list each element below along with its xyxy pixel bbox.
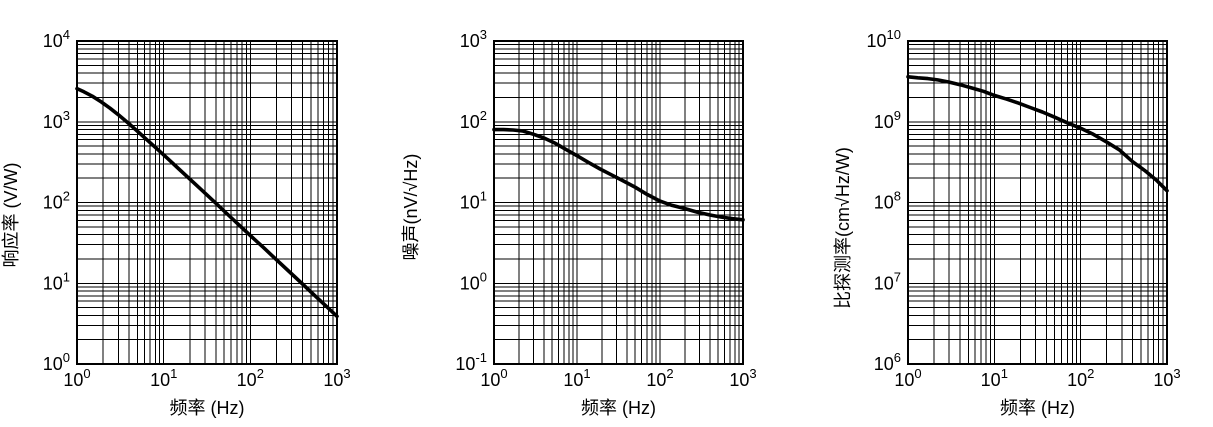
x-tick-label: 101 [563,366,590,390]
y-tick-label: 103 [43,108,70,132]
y-tick-label: 102 [460,108,487,132]
x-tick-label: 101 [150,366,177,390]
responsivity-curve [75,86,339,319]
axis-ticks-detectivity: 100 101 102 103 106 107 108 109 1010 [867,27,1181,390]
y-tick-label: 1010 [867,27,902,51]
grid-responsivity [76,41,337,365]
x-tick-label: 102 [646,366,673,390]
y-tick-label: 101 [43,269,70,293]
gridlines [76,41,337,365]
x-tick-label: 103 [729,366,756,390]
x-tick-label: 103 [323,366,350,390]
plot-border-responsivity [76,40,338,365]
grid-noise [493,41,743,365]
y-axis-label-noise: 噪声(nV/√Hz) [401,154,421,261]
plot-border-detectivity [907,40,1168,365]
panel-detectivity: 100 101 102 103 106 107 108 109 1010 频率 (Hz) 比探测… [833,27,1181,418]
grid-detectivity [907,41,1167,365]
x-tick-label: 101 [981,366,1008,390]
y-tick-label: 100 [43,350,70,374]
x-tick-label: 102 [237,366,264,390]
y-tick-label: 109 [874,108,901,132]
y-tick-label: 102 [43,189,70,213]
x-axis-label-detectivity: 频率 (Hz) [1000,398,1075,418]
x-tick-label: 100 [480,366,507,390]
plot-border-noise [493,40,744,365]
y-tick-label: 101 [460,189,487,213]
noise-curve [492,127,745,222]
y-tick-label: 104 [43,27,70,51]
gridlines [493,41,743,365]
y-tick-label: 107 [874,269,901,293]
x-tick-label: 100 [894,366,921,390]
panel-responsivity: 100 101 102 103 100 101 102 103 104 频率 (Hz) 响应率 … [1,27,351,418]
y-tick-label: 106 [874,350,901,374]
x-tick-label: 100 [63,366,90,390]
y-tick-label: 108 [874,189,901,213]
y-tick-label: 10-1 [455,350,487,374]
x-tick-label: 103 [1153,366,1180,390]
x-axis-label-noise: 频率 (Hz) [581,398,656,418]
x-tick-label: 102 [1067,366,1094,390]
gridlines [907,41,1167,365]
y-tick-label: 103 [460,27,487,51]
axis-ticks-responsivity: 100 101 102 103 100 101 102 103 104 [43,27,351,390]
y-axis-label-detectivity: 比探测率(cm√Hz/W) [833,147,853,309]
detectivity-curve [906,75,1169,193]
x-axis-label-responsivity: 频率 (Hz) [170,398,245,418]
y-axis-label-responsivity: 响应率 (V/W) [1,163,21,268]
y-tick-label: 100 [460,269,487,293]
